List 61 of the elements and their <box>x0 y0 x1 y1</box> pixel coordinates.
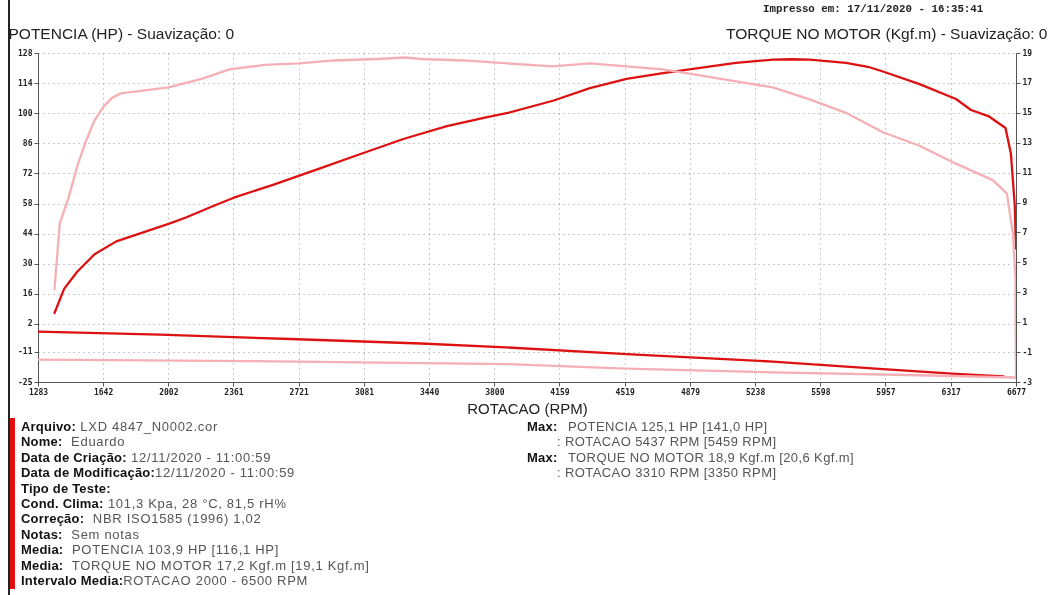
y-tick-label: 86 <box>22 138 33 148</box>
y-tick-label: 128 <box>18 48 33 58</box>
text: Notas: Sem notas <box>21 526 141 543</box>
text: : ROTACAO 3310 RPM [3350 RPM] <box>556 465 778 481</box>
y-tick-label: -25 <box>18 377 33 387</box>
text: Data de Modificação:12/11/2020 - 11:00:59 <box>21 465 297 481</box>
x-tick-label: 1642 <box>93 387 114 397</box>
text: Media: POTENCIA 103,9 HP [116,1 HP] <box>21 542 280 558</box>
x-tick-label: 6317 <box>941 387 962 397</box>
x-axis-title: ROTACAO (RPM) <box>467 399 588 417</box>
y2-tick-label: 13 <box>1022 138 1033 148</box>
text: Data de Criação: 12/11/2020 - 11:00:59 <box>21 449 273 466</box>
y2-tick-label: 17 <box>1022 78 1033 88</box>
y-tick-label: 2 <box>27 319 33 329</box>
line-series <box>38 330 1005 378</box>
y-tick-label: 58 <box>22 199 33 209</box>
text: Impresso em: 17/11/2020 - 16:35:41 <box>763 3 984 15</box>
text: Max: POTENCIA 125,1 HP [141,0 HP] <box>527 419 769 435</box>
x-tick-label: 5598 <box>811 387 831 397</box>
x-tick-label: 3800 <box>485 387 505 397</box>
text: Correção: NBR ISO1585 (1996) 1,02 <box>21 511 263 527</box>
x-tick-label: 2361 <box>224 387 244 397</box>
x-tick-label: 5238 <box>745 387 766 397</box>
y-tick-label: 72 <box>22 168 33 178</box>
y2-axis-title: TORQUE NO MOTOR (Kgf.m) - Suavização: 0 <box>725 24 1048 42</box>
y2-tick-label: -3 <box>1022 377 1033 387</box>
y2-tick-label: 9 <box>1022 198 1028 208</box>
y-tick-label: 44 <box>22 229 33 239</box>
y2-tick-label: 15 <box>1022 108 1033 118</box>
y-axis-title: POTENCIA (HP) - Suavização: 0 <box>8 24 235 42</box>
x-tick-label: 1283 <box>28 387 49 397</box>
y-tick-label: 16 <box>22 289 33 299</box>
text: Tipo de Teste: <box>21 480 111 496</box>
y2-tick-label: 3 <box>1022 287 1028 297</box>
text: Max: TORQUE NO MOTOR 18,9 Kgf.m [20,6 Kgf.m] <box>527 449 855 466</box>
x-tick-label: 6677 <box>1006 387 1027 397</box>
y-tick-label: 30 <box>22 259 33 269</box>
x-tick-label: 5957 <box>876 387 896 397</box>
text: Intervalo Media:ROTACAO 2000 - 6500 RPM <box>21 572 309 589</box>
y2-tick-label: 5 <box>1022 257 1028 267</box>
text: Media: TORQUE NO MOTOR 17,2 Kgf.m [19,1 Kgf.m] <box>21 557 370 573</box>
y2-tick-label: -1 <box>1022 347 1033 357</box>
y-tick-label: 114 <box>18 78 33 88</box>
y2-tick-label: 19 <box>1022 48 1033 58</box>
line-series <box>53 58 1016 315</box>
y2-tick-label: 7 <box>1022 227 1028 237</box>
text: : ROTACAO 5437 RPM [5459 RPM] <box>556 434 778 450</box>
x-tick-label: 3081 <box>354 387 375 397</box>
text: Nome: Eduardo <box>21 434 127 450</box>
y-tick-label: 100 <box>18 108 33 118</box>
x-tick-label: 2721 <box>289 387 310 397</box>
x-tick-label: 2002 <box>159 387 179 397</box>
text: Arquivo: LXD 4847_N0002.cor <box>21 419 219 435</box>
y-tick-label: -11 <box>18 347 33 357</box>
x-tick-label: 3440 <box>419 387 440 397</box>
text: Cond. Clima: 101,3 Kpa, 28 °C, 81,5 rH% <box>21 495 288 512</box>
x-tick-label: 4879 <box>680 387 701 397</box>
x-tick-label: 4159 <box>550 387 570 397</box>
x-tick-label: 4519 <box>615 387 636 397</box>
y2-tick-label: 1 <box>1022 317 1028 327</box>
y2-tick-label: 11 <box>1022 168 1033 178</box>
